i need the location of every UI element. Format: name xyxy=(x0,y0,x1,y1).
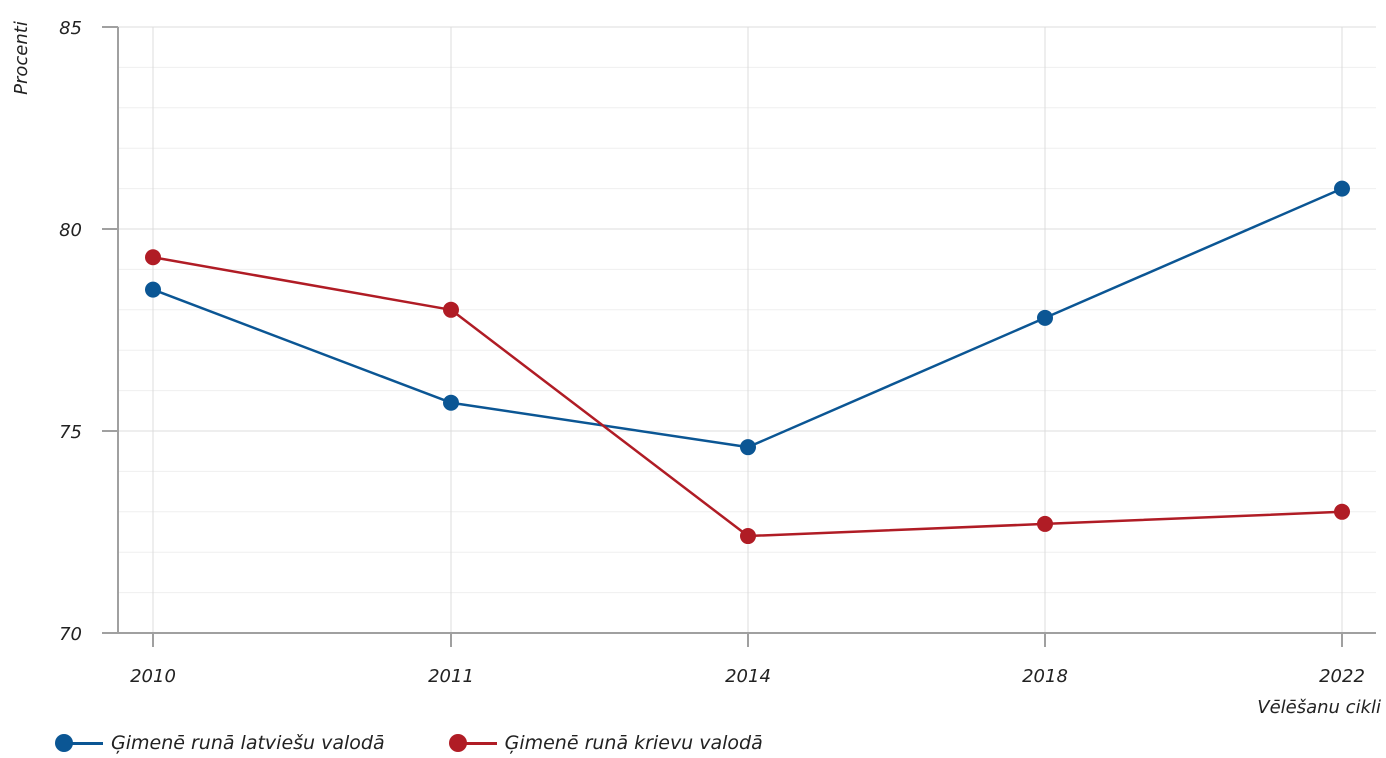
legend-swatch-latvian xyxy=(55,733,103,753)
legend-item-russian: Ģimenē runā krievu valodā xyxy=(448,732,763,754)
series-layer xyxy=(145,180,1350,545)
legend: Ģimenē runā latviešu valodā Ģimenē runā … xyxy=(55,732,763,754)
axes xyxy=(102,26,1376,647)
minor-gridlines xyxy=(118,66,1376,594)
data-point-latvian-2010 xyxy=(145,281,161,298)
y-tick-label-80: 80 xyxy=(59,220,82,241)
data-point-latvian-2014 xyxy=(740,439,756,456)
tick-labels: 70 75 80 85 2010 2011 2014 2018 2022 xyxy=(59,18,1365,687)
x-tick-label-2014: 2014 xyxy=(725,666,771,687)
data-point-russian-2018 xyxy=(1037,515,1053,532)
x-tick-label-2018: 2018 xyxy=(1022,666,1068,687)
legend-item-latvian: Ģimenē runā latviešu valodā xyxy=(55,732,385,754)
x-tick-label-2022: 2022 xyxy=(1319,666,1365,687)
x-tick-label-2010: 2010 xyxy=(130,666,176,687)
x-axis-title: Vēlēšanu cikli xyxy=(1257,697,1381,718)
y-tick-label-75: 75 xyxy=(59,422,82,443)
y-tick-label-70: 70 xyxy=(59,624,82,645)
legend-line-russian xyxy=(452,742,497,745)
data-point-latvian-2018 xyxy=(1037,309,1053,326)
legend-swatch-russian xyxy=(448,733,497,753)
major-gridlines xyxy=(118,26,1376,633)
data-point-russian-2010 xyxy=(145,249,161,266)
y-axis-title: Procenti xyxy=(11,21,32,95)
legend-label-latvian: Ģimenē runā latviešu valodā xyxy=(111,732,385,754)
legend-marker-latvian xyxy=(55,734,73,752)
data-point-russian-2022 xyxy=(1334,503,1350,520)
legend-marker-russian xyxy=(448,734,467,752)
data-point-latvian-2022 xyxy=(1334,180,1350,197)
data-point-russian-2014 xyxy=(740,528,756,545)
y-tick-label-85: 85 xyxy=(59,18,82,39)
data-point-russian-2011 xyxy=(443,301,459,318)
data-point-latvian-2011 xyxy=(443,394,459,411)
legend-line-latvian xyxy=(59,742,103,745)
x-tick-label-2011: 2011 xyxy=(428,666,474,687)
legend-label-russian: Ģimenē runā krievu valodā xyxy=(504,732,763,754)
